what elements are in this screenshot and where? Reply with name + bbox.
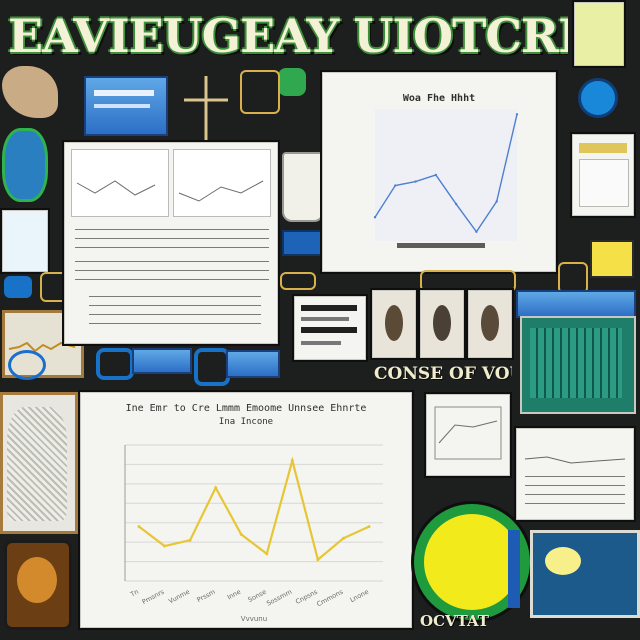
- figure-icon: [176, 70, 236, 150]
- x-tick-label: Tn: [128, 588, 140, 599]
- chart-subtitle: Ina Incone: [218, 417, 274, 427]
- line-chart-bottom: Ine Emr to Cre Lmmm Emoome Unnsee Ehnrte…: [80, 392, 412, 628]
- chart-title: Woa Fhe Hhht: [402, 93, 476, 104]
- small-doc-card: [294, 296, 366, 360]
- data-point: [316, 558, 320, 562]
- doodle-frame: [420, 270, 516, 292]
- series-line: [374, 114, 518, 233]
- x-tick-label: Inne: [226, 588, 242, 602]
- doodle-frame: [240, 70, 280, 114]
- data-point: [137, 525, 141, 529]
- mini-chart-card: [572, 134, 634, 216]
- chart-title: Ine Emr to Cre Lmmm Emoome Unnsee Ehnrte: [125, 403, 367, 414]
- data-point: [239, 532, 243, 536]
- x-tick-label: Pmsnrs: [141, 587, 166, 606]
- line-doc-card: [516, 428, 634, 520]
- ring-icon: [194, 348, 230, 386]
- blue-box-icon: [282, 230, 322, 256]
- x-tick-label: Vunme: [167, 588, 191, 606]
- line-chart-top: Woa Fhe Hhht: [322, 72, 556, 272]
- x-tick-label: Lnone: [349, 588, 370, 604]
- poster-title: EAVIEUGEAY UIOTCREY: [8, 9, 568, 63]
- ring-icon: [8, 350, 46, 380]
- data-point: [475, 230, 478, 233]
- data-point: [454, 202, 458, 206]
- x-tick-label: Sossmm: [265, 588, 293, 608]
- specimen-photo: [468, 290, 512, 358]
- blue-header-bar: [516, 290, 636, 318]
- data-point: [163, 544, 167, 548]
- doodle-frame: [280, 272, 316, 290]
- diagram-card: [426, 394, 510, 476]
- sticky-note: [574, 2, 624, 66]
- series-line: [138, 456, 370, 562]
- creature-icon: [4, 540, 72, 630]
- data-point: [495, 200, 498, 203]
- x-tick-label: Cmmons: [315, 587, 345, 608]
- data-point: [341, 536, 345, 540]
- map-card: [520, 316, 636, 414]
- data-point: [188, 538, 192, 542]
- data-point: [214, 486, 218, 490]
- data-point: [373, 216, 377, 219]
- photo-card: [530, 530, 640, 618]
- yellow-tag: [590, 240, 634, 278]
- plot-background: [375, 109, 517, 241]
- blue-tag: [226, 350, 280, 378]
- blue-badge-icon: [4, 276, 32, 298]
- section-caption: CONSE OF VOU: [374, 364, 512, 384]
- diagram-card: [2, 210, 48, 272]
- data-point: [367, 525, 371, 529]
- specimen-photo: [420, 290, 464, 358]
- blue-label-card: [84, 76, 168, 136]
- x-tick-label: Prssm: [196, 588, 217, 604]
- specimen-photo: [372, 290, 416, 358]
- crystal-icon: [2, 128, 48, 202]
- data-point: [434, 173, 438, 177]
- chart-plot-area: [373, 109, 519, 241]
- x-axis-label: [397, 243, 485, 248]
- data-point: [394, 184, 397, 187]
- bottom-caption: OCVTAT: [420, 612, 489, 630]
- blue-bar: [508, 530, 520, 608]
- green-badge-icon: [278, 68, 306, 96]
- blue-circle-icon: [578, 78, 618, 118]
- ring-icon: [96, 348, 134, 380]
- x-axis-label: Vvvunu: [241, 615, 267, 623]
- data-point: [515, 113, 519, 116]
- worksheet-card: [64, 142, 278, 344]
- blue-tag: [132, 348, 192, 374]
- data-point: [290, 459, 294, 463]
- data-point: [265, 552, 269, 556]
- data-point: [414, 180, 417, 183]
- texture-panel: [0, 392, 78, 534]
- shell-icon: [2, 66, 58, 118]
- beaker-icon: [282, 152, 324, 222]
